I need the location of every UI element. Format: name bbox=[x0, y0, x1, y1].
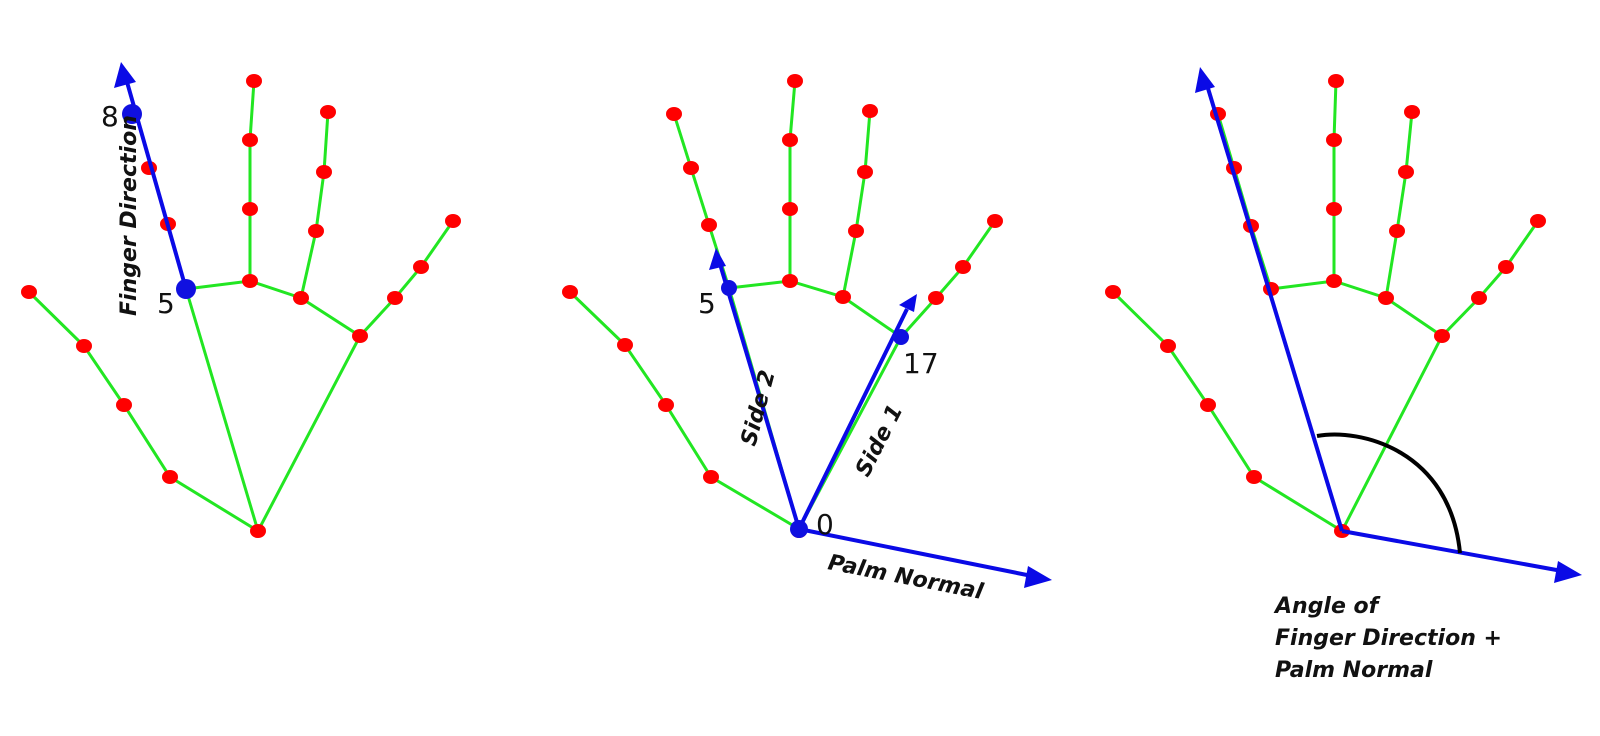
joint-ring-tip bbox=[862, 104, 878, 118]
label-finger-direction: Finger Direction bbox=[117, 115, 142, 316]
caption-line-3: Palm Normal bbox=[1275, 658, 1433, 683]
caption-line-2: Finger Direction + bbox=[1275, 626, 1502, 651]
arrowhead bbox=[114, 62, 136, 88]
finger-direction-vector bbox=[1195, 67, 1344, 532]
joint-index-7 bbox=[683, 161, 699, 175]
keypoint-0 bbox=[790, 520, 808, 538]
joint-ring-3 bbox=[1398, 165, 1414, 179]
joint-middle-tip bbox=[787, 74, 803, 88]
hand-skeleton-bones bbox=[568, 79, 997, 531]
joint-index-6 bbox=[701, 218, 717, 232]
joint-pinky-tip bbox=[445, 214, 461, 228]
arrowhead bbox=[1024, 566, 1052, 588]
joint-pinky-2 bbox=[928, 291, 944, 305]
joint-middle-base bbox=[782, 274, 798, 288]
panel-finger-direction: 8 5 Finger Direction bbox=[21, 62, 461, 538]
arrowhead bbox=[1554, 561, 1582, 583]
keypoint-5 bbox=[721, 280, 737, 296]
joint-middle-tip bbox=[1328, 74, 1344, 88]
joint-thumb-tip bbox=[1105, 285, 1121, 299]
joint-pinky-2 bbox=[1471, 291, 1487, 305]
joint-middle-base bbox=[1326, 274, 1342, 288]
side-2-vector bbox=[709, 248, 801, 530]
joint-middle-tip bbox=[246, 74, 262, 88]
joint-middle-2 bbox=[242, 202, 258, 216]
arrowhead bbox=[1195, 67, 1215, 93]
label-point-17: 17 bbox=[903, 347, 939, 380]
joint-thumb-1 bbox=[1246, 470, 1262, 484]
joint-thumb-3 bbox=[617, 338, 633, 352]
palm-normal-vector bbox=[798, 527, 1052, 588]
joint-ring-2 bbox=[308, 224, 324, 238]
joint-pinky-tip bbox=[1530, 214, 1546, 228]
joint-ring-2 bbox=[848, 224, 864, 238]
arrowhead bbox=[899, 294, 917, 312]
hand-skeleton-bones bbox=[27, 79, 455, 533]
joint-middle-2 bbox=[782, 202, 798, 216]
joint-thumb-tip bbox=[562, 285, 578, 299]
side-1-vector bbox=[797, 294, 917, 530]
label-point-8: 8 bbox=[101, 100, 119, 133]
joint-thumb-2 bbox=[116, 398, 132, 412]
angle-caption: Angle of Finger Direction + Palm Normal bbox=[1273, 594, 1502, 683]
joint-ring-2 bbox=[1389, 224, 1405, 238]
joint-pinky-base bbox=[1434, 329, 1450, 343]
joint-pinky-tip bbox=[987, 214, 1003, 228]
panel-angle: Angle of Finger Direction + Palm Normal bbox=[1105, 67, 1582, 683]
joint-pinky-base bbox=[352, 329, 368, 343]
hand-skeleton-bones bbox=[1111, 79, 1540, 533]
joint-thumb-2 bbox=[658, 398, 674, 412]
label-point-0: 0 bbox=[816, 508, 834, 541]
joint-ring-3 bbox=[857, 165, 873, 179]
label-point-5: 5 bbox=[698, 287, 716, 320]
joint-thumb-2 bbox=[1200, 398, 1216, 412]
arrowhead bbox=[709, 248, 726, 270]
joint-ring-3 bbox=[316, 165, 332, 179]
joint-ring-base bbox=[835, 290, 851, 304]
joint-ring-base bbox=[1378, 291, 1394, 305]
angle-arc bbox=[1316, 432, 1462, 554]
joint-thumb-3 bbox=[1160, 339, 1176, 353]
label-side-2: Side 2 bbox=[737, 368, 781, 449]
panel-palm-normal: 5 17 0 Side 2 Side 1 Palm Normal bbox=[562, 74, 1052, 605]
label-palm-normal: Palm Normal bbox=[826, 550, 986, 605]
joint-pinky-3 bbox=[413, 260, 429, 274]
joint-middle-3 bbox=[242, 133, 258, 147]
joint-thumb-1 bbox=[703, 470, 719, 484]
keypoint-5 bbox=[176, 279, 196, 299]
hand-joints bbox=[1105, 74, 1546, 538]
joint-middle-base bbox=[242, 274, 258, 288]
joint-pinky-3 bbox=[1498, 260, 1514, 274]
joint-pinky-2 bbox=[387, 291, 403, 305]
caption-line-1: Angle of bbox=[1273, 594, 1381, 619]
joint-middle-3 bbox=[782, 133, 798, 147]
label-point-5: 5 bbox=[157, 287, 175, 320]
joint-thumb-1 bbox=[162, 470, 178, 484]
joint-thumb-3 bbox=[76, 339, 92, 353]
joint-ring-tip bbox=[320, 105, 336, 119]
joint-ring-base bbox=[293, 291, 309, 305]
keypoint-17 bbox=[893, 329, 909, 345]
joint-middle-2 bbox=[1326, 202, 1342, 216]
joint-pinky-3 bbox=[955, 260, 971, 274]
joint-ring-tip bbox=[1404, 105, 1420, 119]
hand-joints bbox=[21, 74, 461, 538]
joint-index-tip bbox=[666, 107, 682, 121]
joint-wrist bbox=[250, 524, 266, 538]
palm-normal-vector bbox=[1341, 529, 1582, 583]
keypoint-8 bbox=[122, 104, 142, 124]
joint-middle-3 bbox=[1326, 133, 1342, 147]
joint-thumb-tip bbox=[21, 285, 37, 299]
